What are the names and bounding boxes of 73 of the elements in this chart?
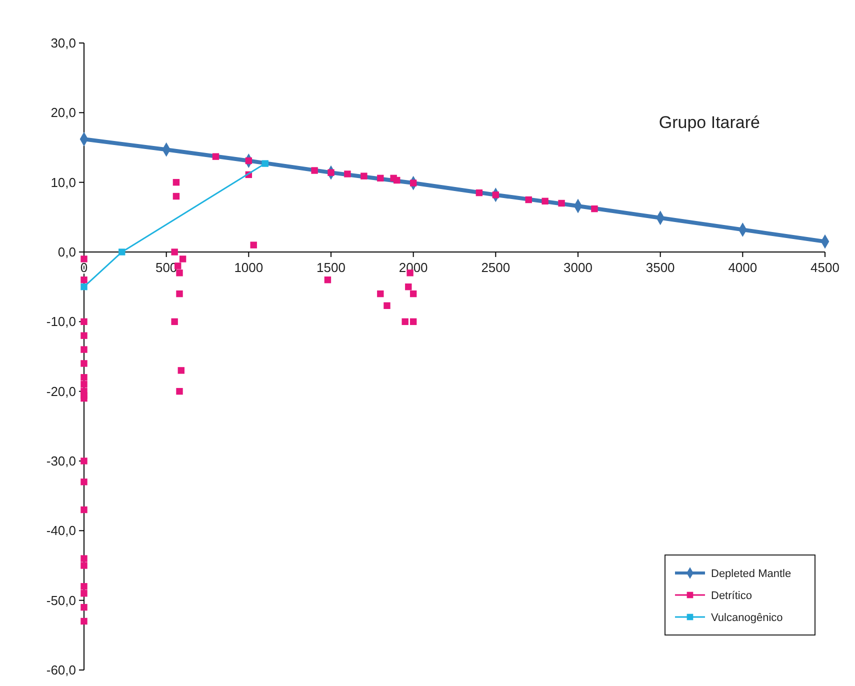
point [377,174,384,182]
point [80,332,88,339]
point [344,170,351,178]
point [212,153,220,160]
y-tick-label: -50,0 [46,592,76,608]
point [591,205,598,212]
point [405,283,412,290]
legend-label: Depleted Mantle [711,568,792,580]
point [80,506,88,514]
point [80,276,88,284]
point [172,192,180,200]
point [525,196,532,204]
point [80,283,88,290]
point [80,394,88,402]
point [80,381,88,388]
point [80,583,88,590]
x-tick-label: 1000 [234,260,264,275]
point [176,388,183,395]
point [80,555,88,562]
point [250,242,257,248]
point [476,189,483,196]
point [176,290,183,298]
point [311,167,318,174]
y-tick-label: -30,0 [46,454,76,468]
point [492,192,500,198]
x-tick-label: 4000 [728,260,758,275]
point [328,169,334,176]
point [179,256,186,262]
point [410,318,417,326]
x-tick-label: 2500 [481,260,510,275]
point [80,458,88,464]
point [80,562,88,569]
point [360,172,368,180]
point [245,157,252,164]
y-tick-label: -20,0 [46,384,76,399]
point [394,176,400,184]
point [542,198,548,204]
point [80,374,88,381]
point [324,276,332,284]
point [178,367,185,374]
y-tick-label: 20,0 [50,105,76,120]
point [80,478,88,486]
point [118,248,126,256]
point [80,346,88,353]
point [410,180,417,186]
point [384,302,390,309]
point [410,290,417,298]
x-tick-label: 1500 [316,260,346,275]
y-tick-label: -60,0 [46,662,76,678]
y-tick-label: 10,0 [50,174,76,190]
point [80,318,88,326]
point [80,360,88,367]
legend-label: Vulcanogênico [711,612,783,624]
point [402,318,408,326]
point [80,604,88,611]
legend-label: Detrítico [711,590,752,602]
annotation: Grupo Itararé [658,113,760,132]
point [171,248,178,256]
point [172,178,180,186]
point [558,200,565,207]
point [377,290,384,298]
y-tick-label: -40,0 [46,523,76,538]
point [80,590,88,597]
point [176,270,183,276]
y-tick-label: -10,0 [46,314,76,330]
point [262,160,268,167]
point [171,318,178,326]
y-tick-label: 30,0 [50,36,76,50]
point [80,618,88,625]
x-tick-label: 3000 [564,260,592,275]
x-tick-label: 3500 [646,260,675,275]
x-tick-label: 4500 [810,260,840,275]
y-tick-label: 0,0 [58,244,76,260]
